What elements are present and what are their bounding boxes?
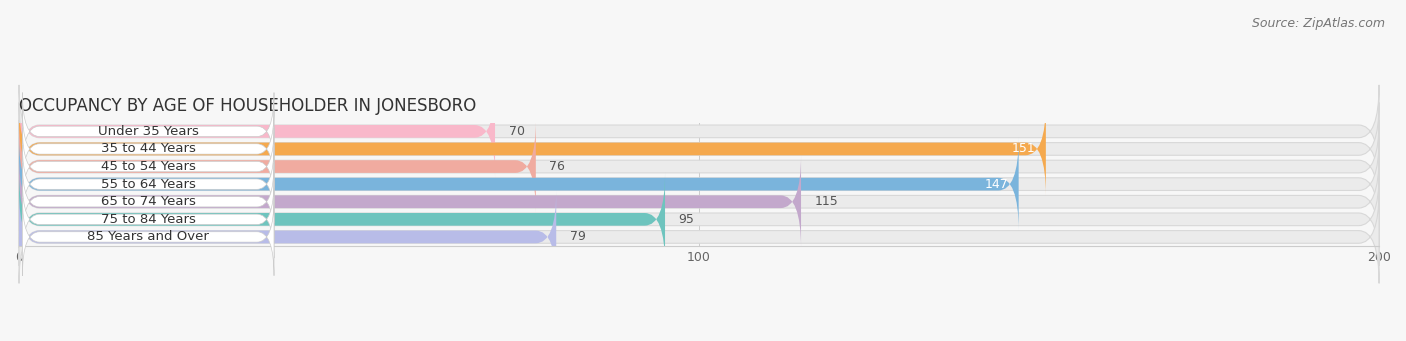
Text: 55 to 64 Years: 55 to 64 Years xyxy=(101,178,195,191)
FancyBboxPatch shape xyxy=(22,145,274,223)
FancyBboxPatch shape xyxy=(20,103,1046,195)
Text: 35 to 44 Years: 35 to 44 Years xyxy=(101,143,195,155)
FancyBboxPatch shape xyxy=(22,110,274,188)
FancyBboxPatch shape xyxy=(22,163,274,240)
FancyBboxPatch shape xyxy=(22,92,274,170)
FancyBboxPatch shape xyxy=(20,173,1379,266)
FancyBboxPatch shape xyxy=(20,155,801,248)
FancyBboxPatch shape xyxy=(20,173,665,266)
FancyBboxPatch shape xyxy=(22,128,274,205)
FancyBboxPatch shape xyxy=(20,191,557,283)
FancyBboxPatch shape xyxy=(20,191,1379,283)
FancyBboxPatch shape xyxy=(22,180,274,258)
Text: 70: 70 xyxy=(509,125,524,138)
FancyBboxPatch shape xyxy=(20,155,1379,248)
Text: 65 to 74 Years: 65 to 74 Years xyxy=(101,195,195,208)
FancyBboxPatch shape xyxy=(20,103,1379,195)
Text: 79: 79 xyxy=(569,231,586,243)
Text: Under 35 Years: Under 35 Years xyxy=(98,125,198,138)
FancyBboxPatch shape xyxy=(20,85,1379,178)
Text: OCCUPANCY BY AGE OF HOUSEHOLDER IN JONESBORO: OCCUPANCY BY AGE OF HOUSEHOLDER IN JONES… xyxy=(20,98,477,116)
FancyBboxPatch shape xyxy=(20,120,1379,213)
Text: 151: 151 xyxy=(1012,143,1036,155)
Text: 147: 147 xyxy=(984,178,1008,191)
Text: 76: 76 xyxy=(550,160,565,173)
Text: 85 Years and Over: 85 Years and Over xyxy=(87,231,209,243)
Text: 95: 95 xyxy=(679,213,695,226)
FancyBboxPatch shape xyxy=(20,85,495,178)
FancyBboxPatch shape xyxy=(20,120,536,213)
Text: 75 to 84 Years: 75 to 84 Years xyxy=(101,213,195,226)
Text: 45 to 54 Years: 45 to 54 Years xyxy=(101,160,195,173)
Text: 115: 115 xyxy=(814,195,838,208)
FancyBboxPatch shape xyxy=(22,198,274,276)
Text: Source: ZipAtlas.com: Source: ZipAtlas.com xyxy=(1251,17,1385,30)
FancyBboxPatch shape xyxy=(20,138,1379,231)
FancyBboxPatch shape xyxy=(20,138,1018,231)
